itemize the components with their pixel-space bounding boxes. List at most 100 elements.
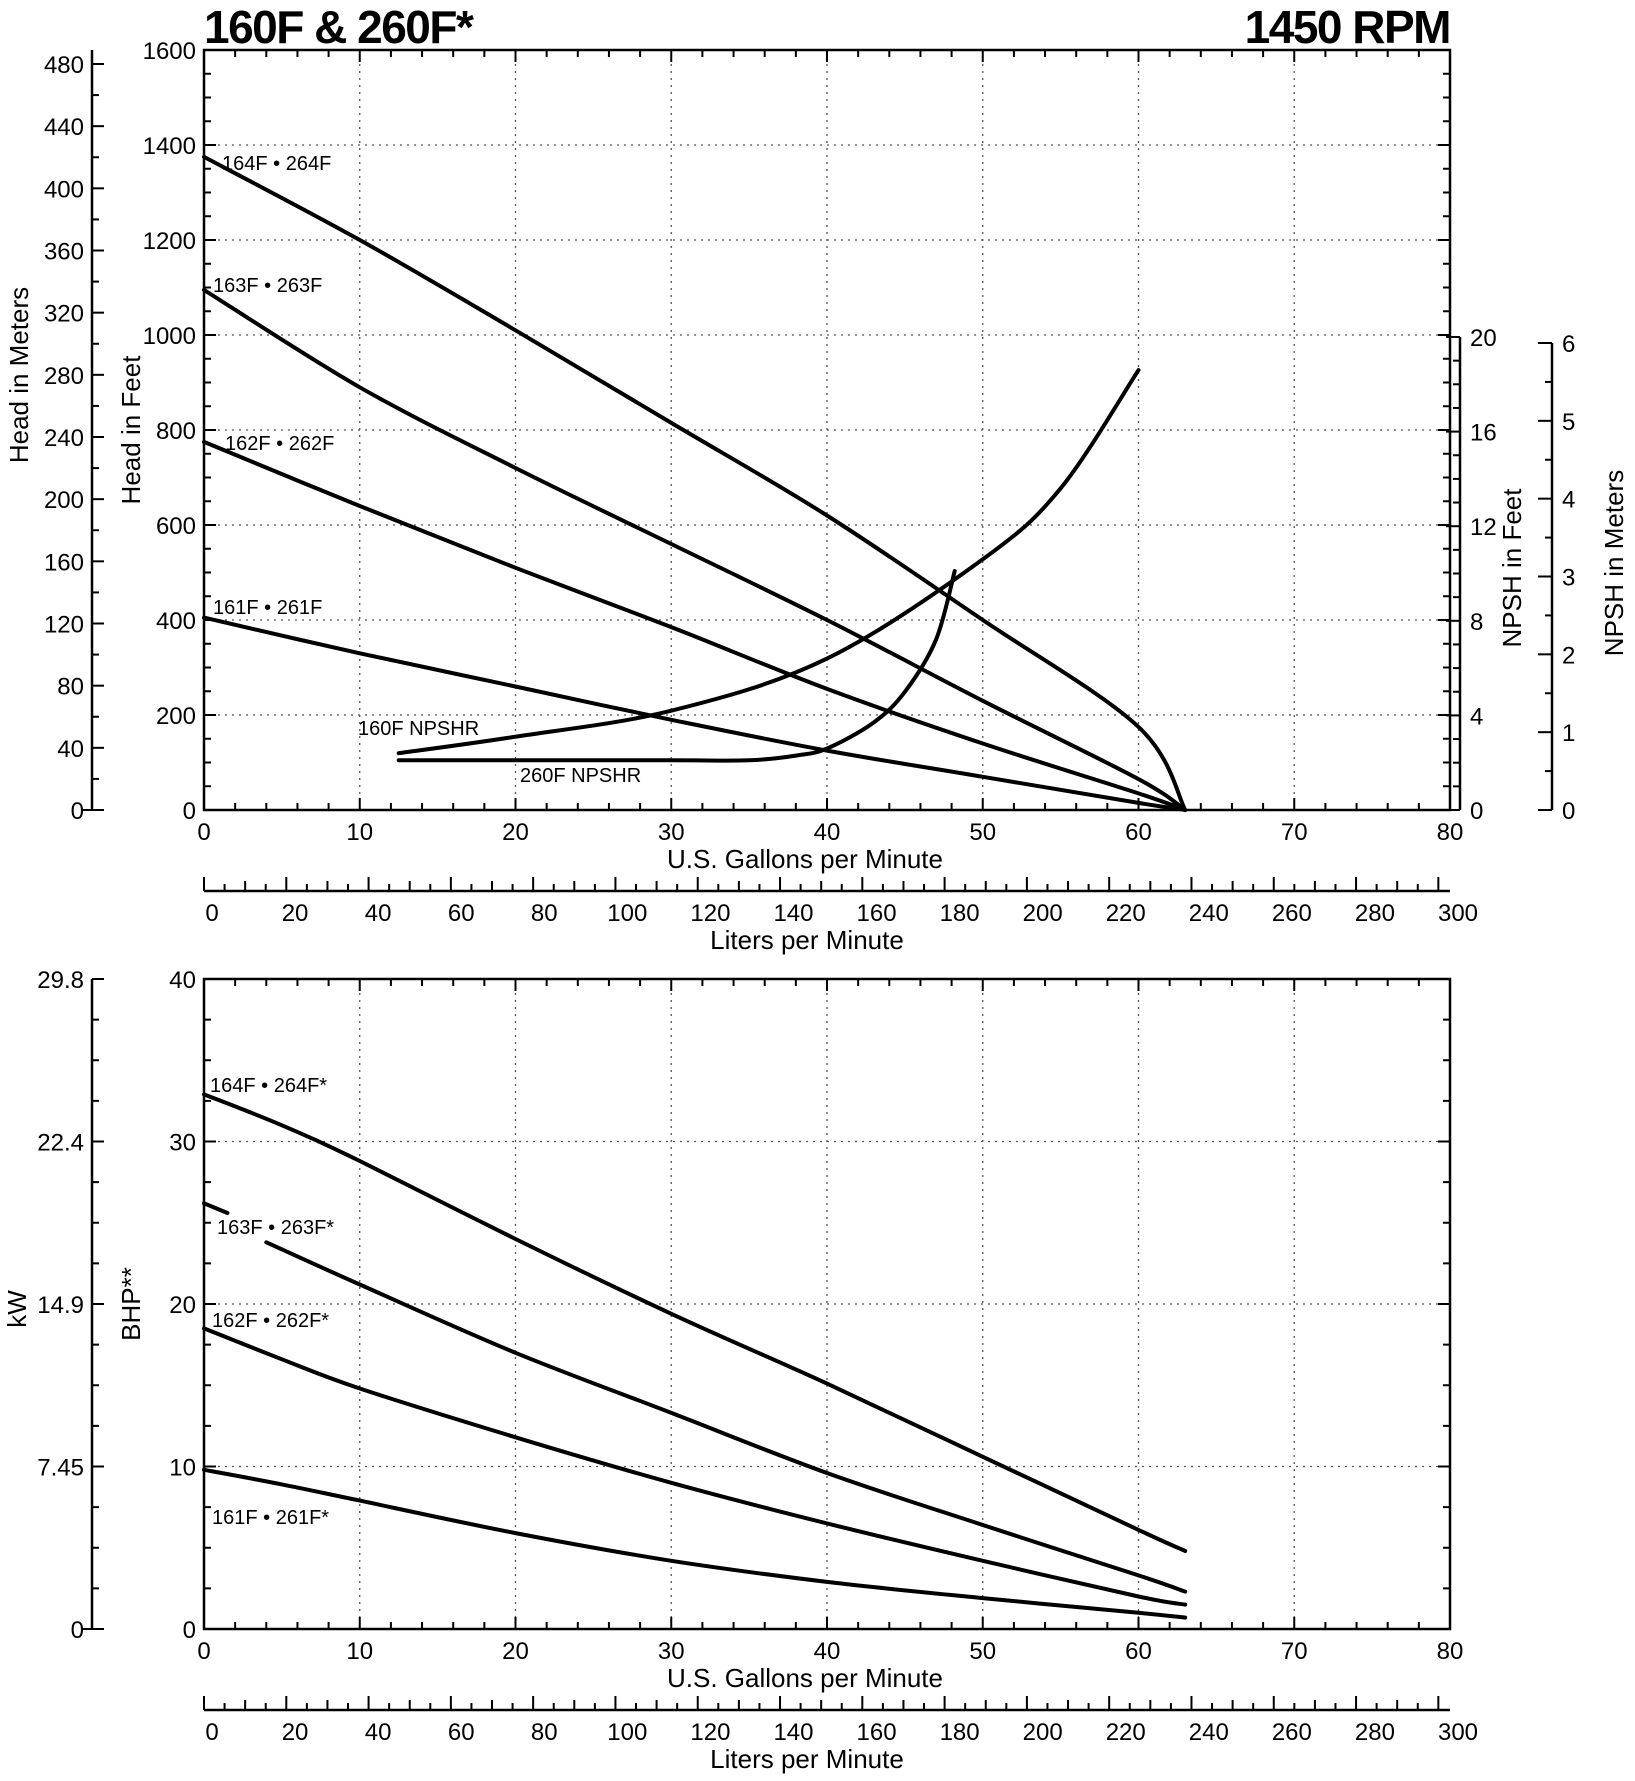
curve-label-162f-262f: 162F • 262F [225,433,334,455]
bot-xtick-label-20: 20 [502,1638,529,1665]
bot-lpm-tick-label-160: 160 [857,1719,897,1746]
top-y2tick-label-280: 280 [44,363,84,390]
top-lpm-tick-label-300: 300 [1438,900,1478,927]
curve-label-162f-262f: 162F • 262F* [212,1310,329,1332]
top-lpm-tick-label-260: 260 [1272,900,1312,927]
bot-y2tick-label-0: 0 [71,1617,84,1644]
npsh-ft-tick-label-20: 20 [1470,325,1497,352]
npsh-m-tick-label-5: 5 [1562,409,1575,436]
bot-x-axis-title: U.S. Gallons per Minute [667,1663,943,1693]
top-lpm-tick-label-80: 80 [531,900,558,927]
curve-260f-npshr [396,569,957,763]
top-lpm-tick-label-120: 120 [690,900,730,927]
top-lpm-tick-label-220: 220 [1106,900,1146,927]
top-ytick-label-1200: 1200 [143,228,196,255]
top-lpm-axis-title: Liters per Minute [710,925,904,955]
top-ytick-label-1400: 1400 [143,133,196,160]
bot-lpm-tick-label-120: 120 [690,1719,730,1746]
bot-xtick-label-70: 70 [1281,1638,1308,1665]
top-lpm-tick-label-240: 240 [1189,900,1229,927]
top-lpm-tick-label-100: 100 [607,900,647,927]
bot-lpm-tick-label-80: 80 [531,1719,558,1746]
npsh-m-tick-label-0: 0 [1562,798,1575,825]
top-ytick-label-800: 800 [156,418,196,445]
top-xtick-label-20: 20 [502,819,529,846]
top-y2tick-label-160: 160 [44,549,84,576]
bot-lpm-tick-label-300: 300 [1438,1719,1478,1746]
bot-xtick-label-0: 0 [197,1638,210,1665]
top-ytick-label-0: 0 [183,798,196,825]
bot-lpm-tick-label-280: 280 [1355,1719,1395,1746]
bot-lpm-tick-label-20: 20 [282,1719,309,1746]
bot-y2tick-label-7-45: 7.45 [37,1455,84,1482]
npsh-ft-tick-label-4: 4 [1470,703,1483,730]
bot-lpm-tick-label-40: 40 [365,1719,392,1746]
curve-label-163f-263f: 163F • 263F* [217,1217,334,1239]
top-ytick-label-1000: 1000 [143,323,196,350]
npsh-m-tick-label-6: 6 [1562,331,1575,358]
curve-163f-263f-start [202,1201,230,1215]
npsh-m-tick-label-2: 2 [1562,642,1575,669]
top-ytick-label-400: 400 [156,608,196,635]
bot-xtick-label-80: 80 [1437,1638,1464,1665]
top-x-axis-title: U.S. Gallons per Minute [667,844,943,874]
curve-label-260f-npshr: 260F NPSHR [520,765,641,787]
top-y2tick-label-400: 400 [44,176,84,203]
curve-162f-262f [202,439,1188,812]
top-lpm-tick-label-280: 280 [1355,900,1395,927]
top-lpm-tick-label-60: 60 [448,900,475,927]
curve-160f-npshr [396,368,1141,756]
bot-xtick-label-50: 50 [969,1638,996,1665]
npsh-m-axis-title: NPSH in Meters [1599,470,1629,656]
top-lpm-tick-label-0: 0 [205,900,218,927]
top-lpm-tick-label-140: 140 [773,900,813,927]
npsh-m-tick-label-1: 1 [1562,720,1575,747]
top-xtick-label-40: 40 [814,819,841,846]
top-y2tick-label-0: 0 [71,798,84,825]
bot-xtick-label-30: 30 [658,1638,685,1665]
top-y2tick-label-80: 80 [57,674,84,701]
top-y2tick-label-40: 40 [57,736,84,763]
curve-161f-261f [202,1467,1188,1620]
chart-title: 160F & 260F* [204,1,474,53]
curve-label-164f-264f: 164F • 264F* [210,1075,327,1097]
top-lpm-tick-label-180: 180 [940,900,980,927]
curve-label-163f-263f: 163F • 263F [213,275,322,297]
bot-ytick-label-20: 20 [169,1292,196,1319]
top-xtick-label-50: 50 [969,819,996,846]
bot-ytick-label-0: 0 [183,1617,196,1644]
curve-164f-264f [202,1092,1188,1553]
top-xtick-label-70: 70 [1281,819,1308,846]
bot-y-axis-title: BHP** [116,1267,146,1341]
bot-ytick-label-10: 10 [169,1455,196,1482]
top-y2tick-label-240: 240 [44,425,84,452]
top-lpm-tick-label-160: 160 [857,900,897,927]
top-xtick-label-30: 30 [658,819,685,846]
curve-163f-263f [202,287,1188,812]
top-xtick-label-0: 0 [197,819,210,846]
top-xtick-label-10: 10 [346,819,373,846]
bot-lpm-tick-label-140: 140 [773,1719,813,1746]
curve-164f-264f [202,154,1188,812]
bot-lpm-tick-label-200: 200 [1023,1719,1063,1746]
curve-162f-262f [202,1326,1188,1607]
bot-xtick-label-40: 40 [814,1638,841,1665]
top-y2tick-label-320: 320 [44,301,84,328]
curve-label-164f-264f: 164F • 264F [222,153,331,175]
bot-lpm-tick-label-220: 220 [1106,1719,1146,1746]
bot-y2-axis-title: kW [2,1290,32,1328]
top-ytick-label-1600: 1600 [143,38,196,65]
bot-xtick-label-60: 60 [1125,1638,1152,1665]
bot-ytick-label-40: 40 [169,967,196,994]
top-y2tick-label-200: 200 [44,487,84,514]
npsh-ft-tick-label-0: 0 [1470,798,1483,825]
chart-speed-label: 1450 RPM [1245,1,1450,53]
bot-y2tick-label-14-9: 14.9 [37,1292,84,1319]
bot-y2tick-label-22-4: 22.4 [37,1130,84,1157]
bot-y2tick-label-29-8: 29.8 [37,967,84,994]
bot-lpm-tick-label-260: 260 [1272,1719,1312,1746]
bot-lpm-tick-label-60: 60 [448,1719,475,1746]
npsh-ft-tick-label-8: 8 [1470,609,1483,636]
